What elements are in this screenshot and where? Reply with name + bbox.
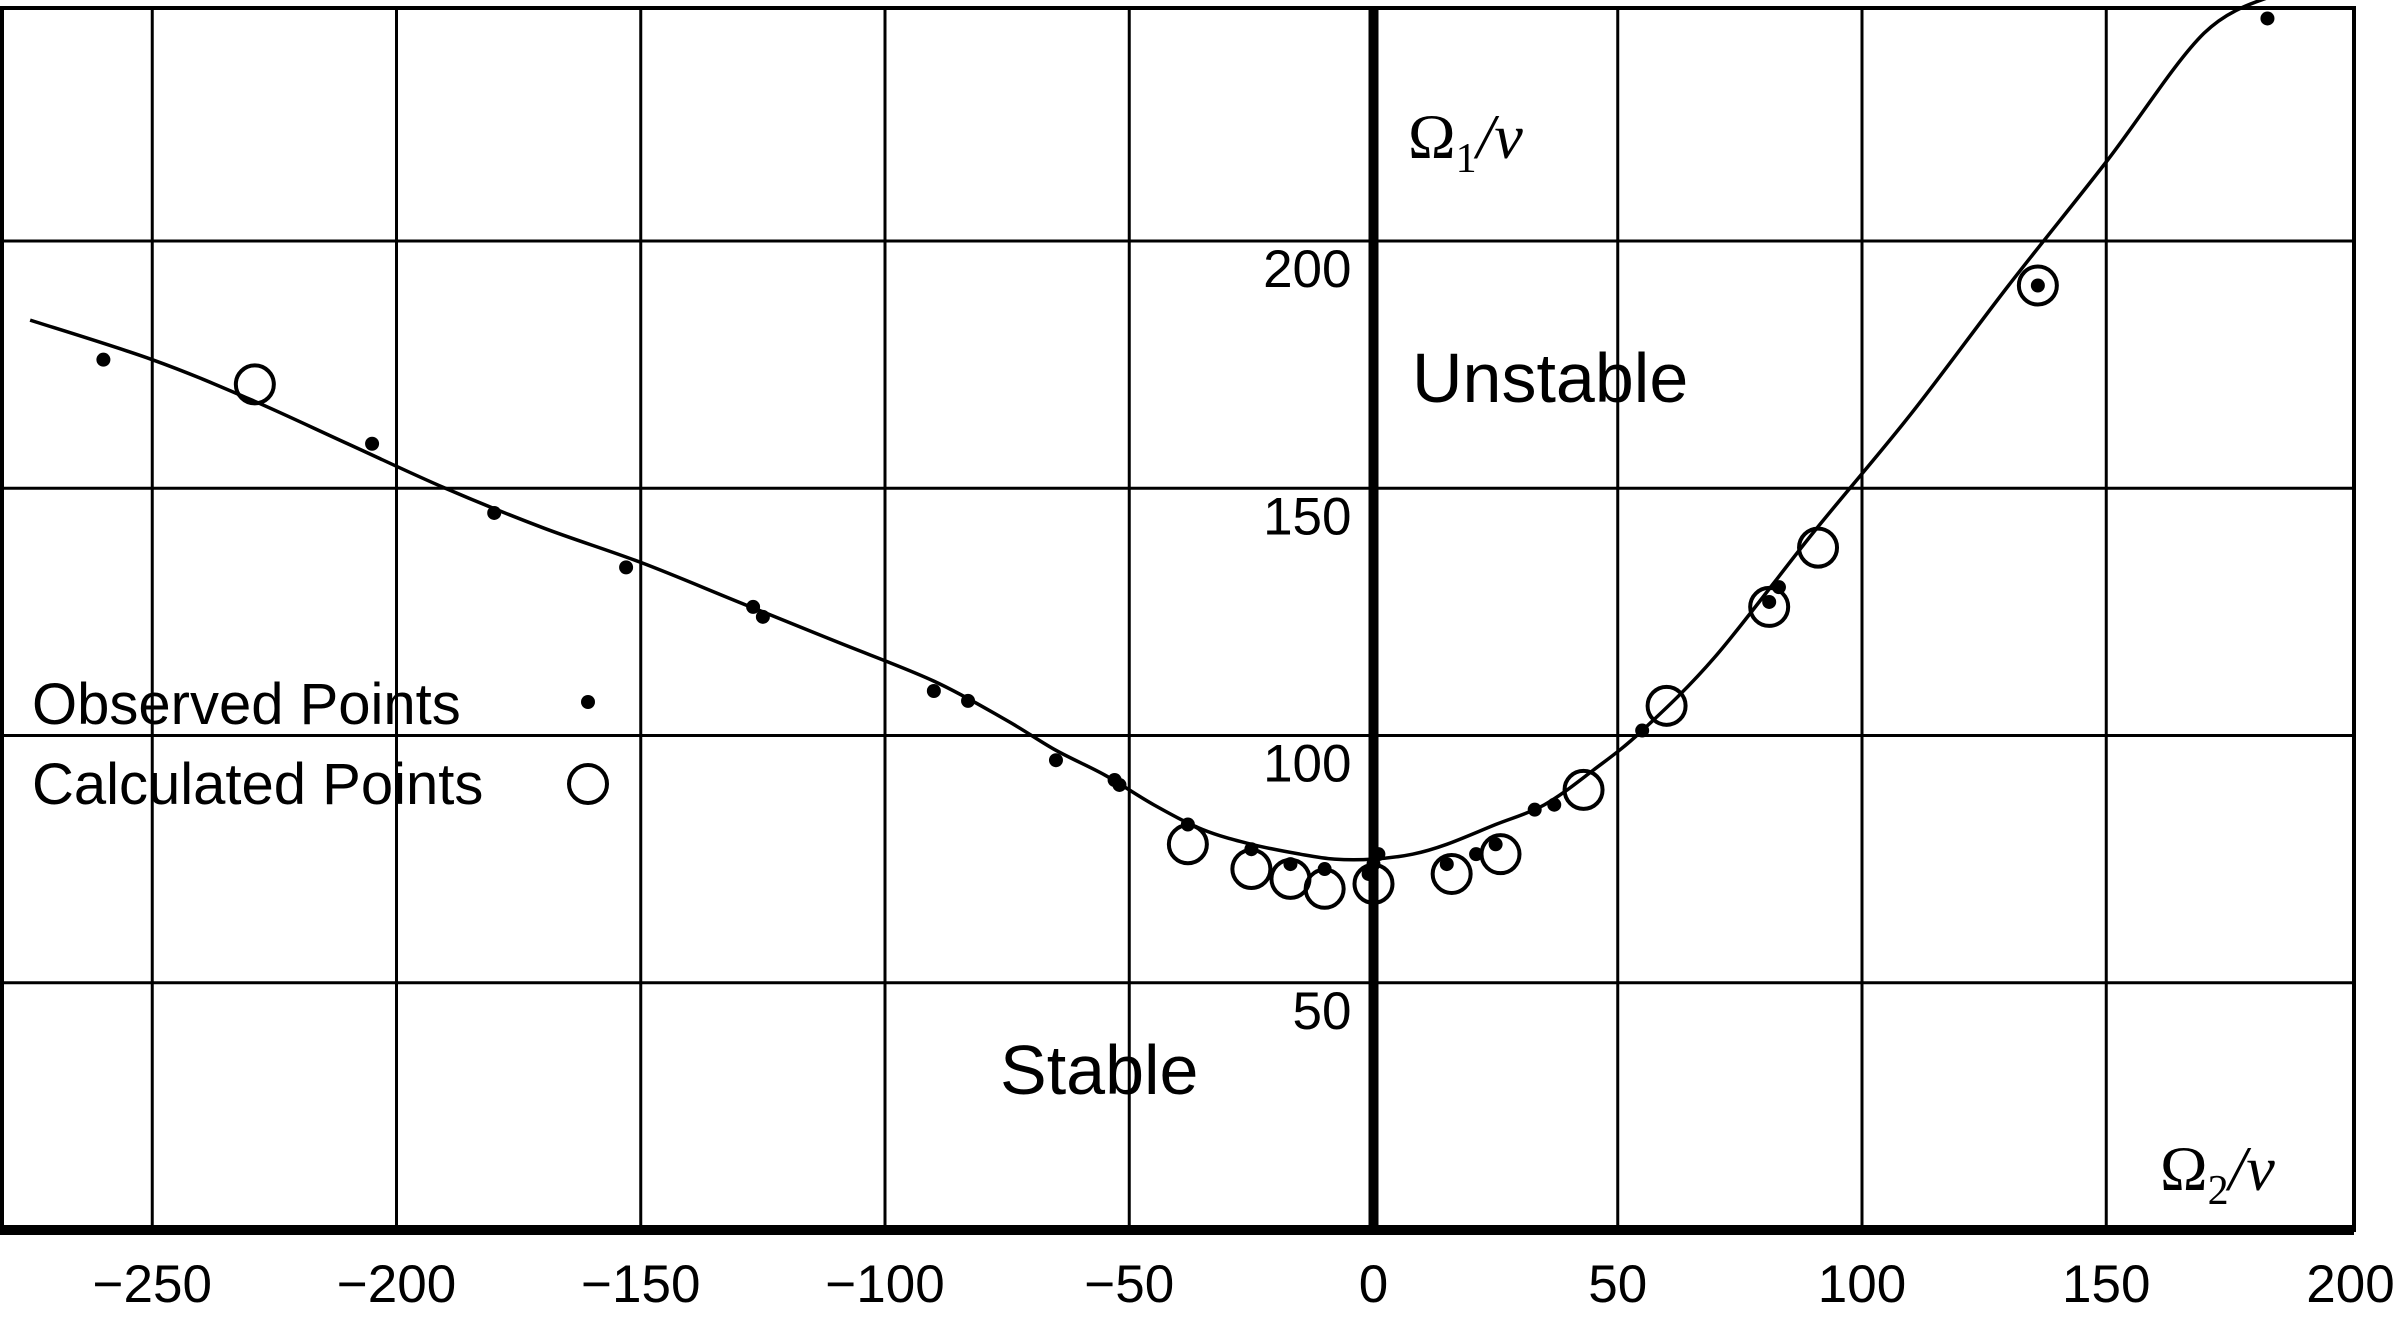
stable-label: Stable (1000, 1031, 1198, 1109)
calculated-point (1797, 526, 1840, 569)
curve-line (29, 0, 2267, 862)
observed-point (96, 352, 111, 367)
y-axis-label-sub: 1 (1456, 136, 1477, 182)
observed-point (2030, 278, 2045, 293)
y-axis-label-base: Ω (1408, 101, 1456, 172)
observed-point (1527, 802, 1542, 817)
x-tick-label: 200 (2306, 1255, 2394, 1314)
y-tick-label: 50 (1293, 982, 1352, 1041)
calculated-point (233, 363, 276, 406)
observed-point (1469, 847, 1484, 862)
observed-point (755, 609, 770, 624)
legend-marker-observed (581, 695, 595, 709)
calculated-point (1479, 833, 1522, 876)
observed-point (2260, 11, 2275, 26)
x-tick-label: 150 (2062, 1255, 2150, 1314)
observed-point (1547, 797, 1562, 812)
legend-marker-calculated (567, 763, 609, 805)
observed-point (1112, 777, 1127, 792)
y-axis-label: Ω1/ν (1408, 101, 1523, 182)
calculated-point (1430, 852, 1473, 895)
x-tick-label: −50 (1084, 1255, 1174, 1314)
x-tick-label: −250 (93, 1255, 212, 1314)
observed-point (619, 560, 634, 575)
x-axis-label-tail: /ν (2226, 1133, 2276, 1204)
calculated-point (1352, 862, 1395, 905)
observed-point (1439, 857, 1454, 872)
x-tick-label: −100 (825, 1255, 944, 1314)
observed-point (365, 436, 380, 451)
observed-point (1048, 753, 1063, 768)
observed-point (746, 599, 761, 614)
x-axis-label-sub: 2 (2208, 1168, 2229, 1214)
observed-point (487, 505, 502, 520)
observed-point (1762, 594, 1777, 609)
calculated-point (1562, 768, 1605, 811)
x-tick-label: 100 (1818, 1255, 1906, 1314)
observed-point (1371, 847, 1386, 862)
tick-labels: −250 −200 −150 −100 −50 0 50 100 150 200 50 100 150 2… (93, 240, 2395, 1314)
unstable-label: Unstable (1412, 339, 1688, 417)
calculated-point (1166, 823, 1209, 866)
calculated-point (1303, 867, 1346, 910)
observed-point (1635, 723, 1650, 738)
axes (0, 8, 2354, 1235)
calculated-point (1230, 848, 1273, 891)
observed-point (961, 693, 976, 708)
x-tick-label: −150 (581, 1255, 700, 1314)
legend-label-calculated: Calculated Points (32, 752, 483, 817)
calculated-point (2016, 264, 2059, 307)
data-points (96, 11, 2275, 910)
observed-point (1488, 837, 1503, 852)
fitted-curve (29, 0, 2267, 862)
x-axis-label-base: Ω (2160, 1133, 2208, 1204)
y-axis-label-tail: /ν (1474, 101, 1524, 172)
y-tick-label: 100 (1263, 735, 1351, 794)
observed-point (926, 683, 941, 698)
calculated-point (1645, 684, 1688, 727)
calculated-point (1748, 585, 1791, 628)
x-axis-label: Ω2/ν (2160, 1133, 2275, 1214)
y-tick-label: 150 (1263, 487, 1351, 546)
x-tick-label: 0 (1359, 1255, 1388, 1314)
y-tick-label: 200 (1263, 240, 1351, 299)
legend: Observed Points Calculated Points (32, 672, 609, 817)
x-tick-label: 50 (1588, 1255, 1647, 1314)
x-tick-label: −200 (337, 1255, 456, 1314)
legend-label-observed: Observed Points (32, 672, 461, 737)
